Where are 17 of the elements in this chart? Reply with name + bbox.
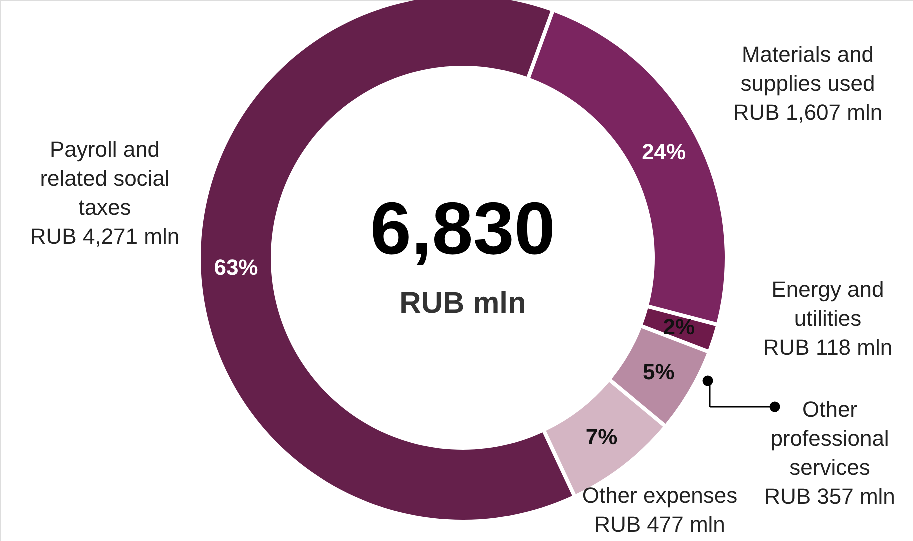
text: 63%: [214, 255, 258, 280]
text: 24%: [642, 140, 686, 165]
text: RUB mln: [400, 287, 526, 320]
data-label: RUB 477 mln: [594, 512, 726, 537]
slice-label: Other expenses: [582, 483, 738, 508]
text: 5%: [643, 360, 675, 385]
data-label: RUB 357 mln: [764, 484, 896, 509]
text: 7%: [586, 424, 618, 450]
data-label: RUB 4,271 mln: [30, 224, 180, 249]
slice-label: Payroll and related social taxes: [40, 137, 170, 220]
data-label: RUB 1,607 mln: [733, 100, 883, 125]
slice-label: Energy and utilities: [772, 277, 884, 331]
text: 6,830: [370, 187, 556, 270]
slice-label: Materials and supplies used: [740, 42, 876, 96]
slice-label: Other professional services: [770, 397, 890, 480]
data-label: RUB 118 mln: [763, 335, 893, 360]
text: 2%: [663, 314, 696, 340]
